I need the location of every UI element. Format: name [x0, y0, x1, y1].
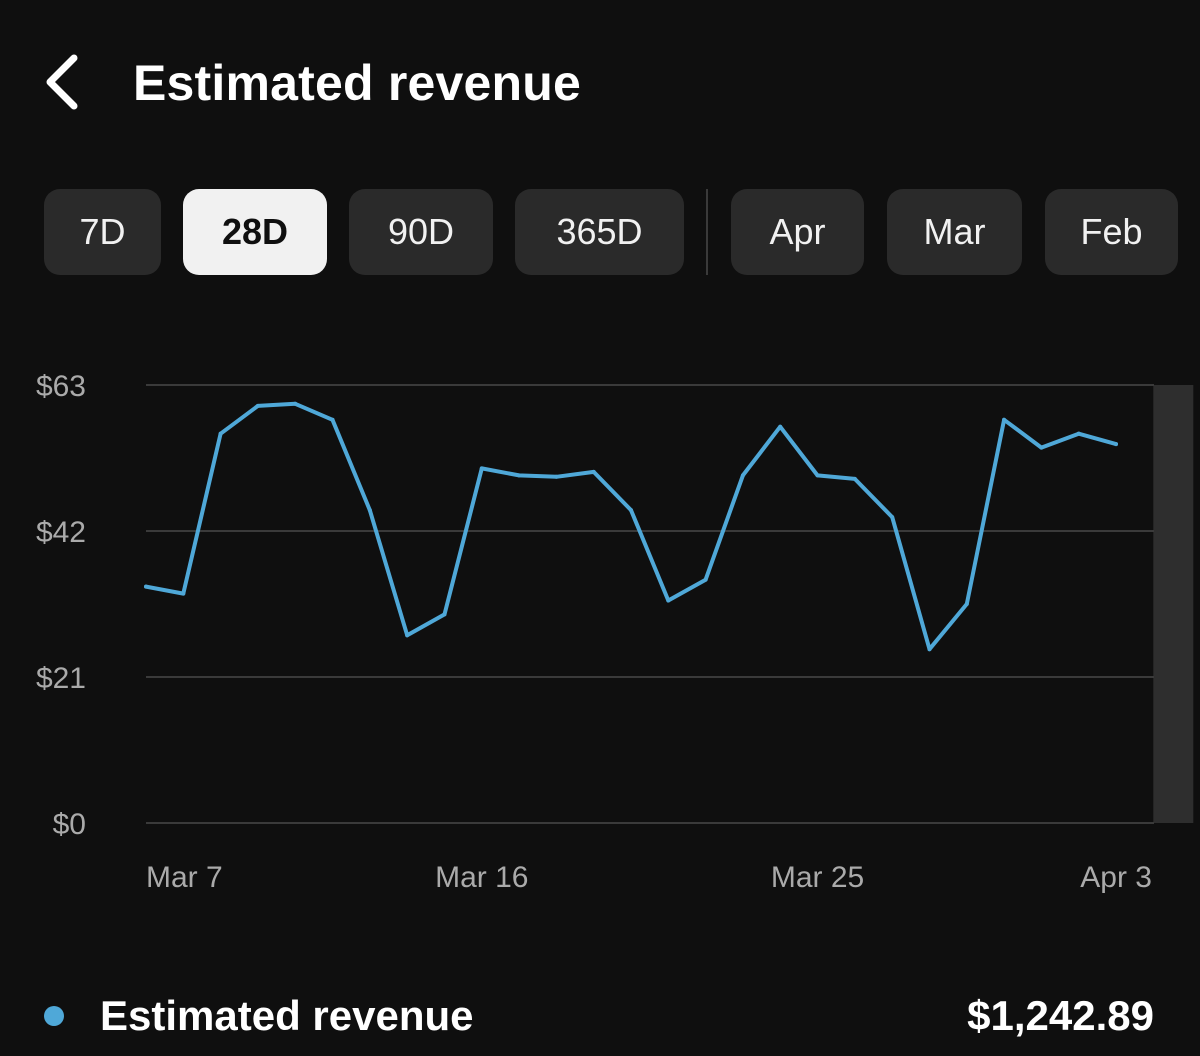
chip-apr[interactable]: Apr: [731, 189, 864, 275]
chip-7d[interactable]: 7D: [44, 189, 161, 275]
data-point: [554, 474, 559, 479]
data-point: [852, 476, 857, 481]
data-point: [1002, 417, 1007, 422]
data-point: [890, 515, 895, 520]
x-tick-label: Mar 25: [771, 861, 864, 894]
data-point: [1076, 431, 1081, 436]
data-point: [666, 598, 671, 603]
period-selector: 7D 28D 90D 365D Apr Mar Feb: [44, 189, 1184, 275]
data-point: [517, 473, 522, 478]
revenue-chart[interactable]: $0 $21 $42 $63 Mar 7 Mar 16 Mar 25 Apr 3: [0, 350, 1200, 910]
chip-divider: [706, 189, 708, 275]
legend-label: Estimated revenue: [100, 992, 474, 1039]
data-point: [330, 417, 335, 422]
chip-feb[interactable]: Feb: [1045, 189, 1178, 275]
data-point: [442, 612, 447, 617]
data-point: [591, 469, 596, 474]
data-point: [367, 508, 372, 513]
chip-365d[interactable]: 365D: [515, 189, 684, 275]
data-point: [1114, 442, 1118, 447]
data-point: [218, 431, 223, 436]
data-point: [778, 424, 783, 429]
data-point: [293, 401, 298, 406]
page-title: Estimated revenue: [133, 55, 582, 111]
legend-dot: [44, 1006, 64, 1026]
legend: Estimated revenue $1,242.89: [0, 984, 1200, 1048]
header: Estimated revenue: [0, 40, 1200, 132]
data-point: [629, 508, 633, 513]
y-tick-label: $42: [36, 516, 86, 549]
y-tick-label: $63: [36, 370, 86, 403]
chip-mar[interactable]: Mar: [887, 189, 1022, 275]
data-point: [740, 473, 745, 478]
data-point: [1039, 445, 1044, 450]
x-tick-label: Mar 16: [435, 861, 528, 894]
data-point: [927, 647, 932, 652]
legend-value: $1,242.89: [967, 992, 1154, 1039]
data-point: [181, 591, 186, 596]
y-tick-label: $21: [36, 662, 86, 695]
chip-28d[interactable]: 28D: [183, 189, 327, 275]
revenue-chart-svg: $0 $21 $42 $63 Mar 7 Mar 16 Mar 25 Apr 3: [36, 370, 1194, 894]
data-point: [964, 602, 969, 606]
back-button[interactable]: [30, 50, 94, 114]
y-tick-label: $0: [53, 808, 86, 841]
data-point: [144, 584, 148, 589]
x-tick-label: Mar 7: [146, 861, 223, 894]
chevron-left-icon: [46, 54, 78, 110]
data-point: [479, 466, 484, 471]
data-point: [255, 403, 260, 408]
series-line: [144, 401, 1118, 652]
data-point: [815, 473, 820, 478]
highlight-band: [1153, 385, 1194, 823]
x-tick-label: Apr 3: [1080, 861, 1152, 894]
data-point: [405, 633, 410, 638]
data-point: [703, 577, 708, 582]
chip-90d[interactable]: 90D: [349, 189, 493, 275]
